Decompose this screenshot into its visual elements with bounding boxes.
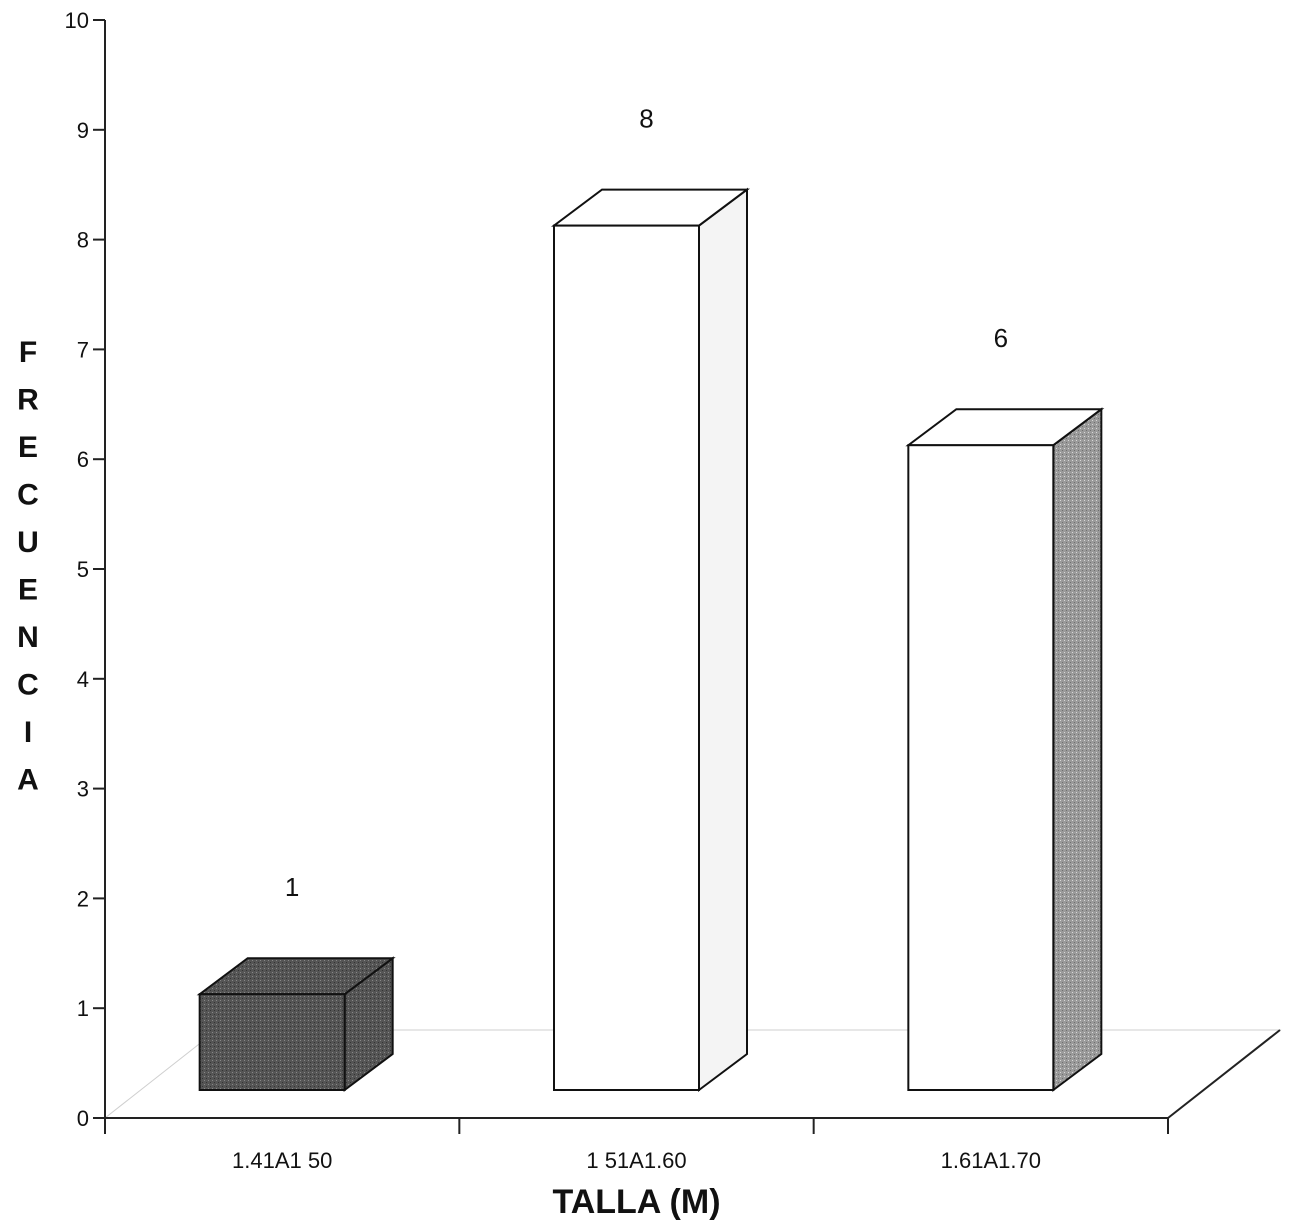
x-tick-label: 1 51A1.60: [586, 1148, 686, 1173]
x-axis-title: TALLA (M): [552, 1183, 720, 1221]
floor-right-edge: [1167, 1029, 1281, 1119]
bar-front-face: [553, 224, 700, 1092]
bar-1: [196, 956, 396, 1092]
labels-group: 1 1.41A1 50 8 1 51A1.60 6 1.61A1.70: [232, 104, 1041, 1173]
y-tick-label: 8: [77, 228, 89, 253]
y-tick-label: 1: [77, 996, 89, 1021]
y-tick-label: 10: [65, 8, 89, 33]
bar-3: [905, 407, 1105, 1092]
bar-side-face: [1052, 407, 1103, 1092]
y-axis-title-letter: A: [17, 764, 39, 797]
y-axis-title-letter: E: [18, 574, 38, 607]
y-axis-title-letter: F: [19, 336, 37, 369]
bar-front-face: [907, 444, 1055, 1091]
bar-2: [551, 187, 750, 1092]
y-axis-title-letter: I: [24, 716, 32, 749]
x-tick-label: 1.61A1.70: [941, 1148, 1041, 1173]
data-label: 1: [285, 872, 299, 902]
y-tick-label: 7: [77, 337, 89, 362]
x-tick-label: 1.41A1 50: [232, 1148, 332, 1173]
y-tick-label: 3: [77, 777, 89, 802]
y-axis-title-letter: R: [17, 384, 39, 417]
data-label: 8: [639, 104, 653, 134]
y-tick-label: 6: [77, 447, 89, 472]
y-axis-title-letter: C: [17, 479, 39, 512]
bars-group: [196, 187, 1105, 1092]
y-axis-title-letter: C: [17, 669, 39, 702]
y-axis-title-letter: U: [17, 526, 39, 559]
y-axis-title-letter: E: [18, 431, 38, 464]
y-tick-label: 4: [77, 667, 89, 692]
data-label: 6: [994, 323, 1008, 353]
chart-axes: 0 1 2 3 4 5 6 7 8 9 10: [65, 8, 1169, 1134]
bar-side-face: [698, 187, 748, 1092]
y-tick-label: 9: [77, 118, 89, 143]
y-axis-title-letter: N: [17, 621, 39, 654]
y-tick-label: 0: [77, 1106, 89, 1131]
y-tick-label: 2: [77, 886, 89, 911]
bar-front-face: [198, 993, 346, 1092]
y-tick-label: 5: [77, 557, 89, 582]
